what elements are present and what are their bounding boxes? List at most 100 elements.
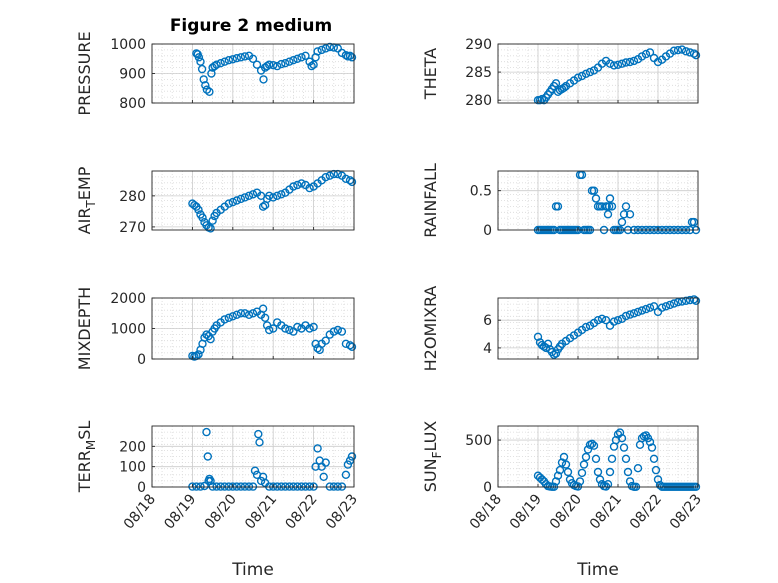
data-point: [321, 44, 330, 53]
data-point: [321, 336, 330, 345]
data-point: [258, 202, 268, 211]
data-point: [321, 172, 330, 182]
data-point: [577, 468, 587, 478]
data-point: [691, 51, 701, 60]
data-point: [311, 339, 320, 348]
data-series: [188, 304, 357, 361]
data-point: [553, 471, 563, 480]
data-point: [577, 71, 587, 81]
data-point: [689, 217, 699, 227]
data-point: [240, 52, 250, 61]
data-point: [593, 316, 603, 325]
data-point: [190, 200, 199, 210]
data-point: [621, 202, 631, 211]
data-point: [206, 335, 215, 344]
y-axis-label: MIXDEPTH: [75, 287, 94, 370]
data-point: [345, 51, 355, 60]
data-point: [343, 460, 353, 469]
y-tick-label: 285: [465, 65, 492, 81]
y-tick-label: 290: [465, 37, 492, 53]
data-point: [325, 42, 334, 52]
data-point: [617, 434, 627, 443]
y-tick-label: 1000: [110, 322, 146, 338]
data-point: [579, 460, 589, 469]
data-point: [557, 458, 567, 467]
grid: [151, 425, 355, 488]
data-point: [625, 57, 635, 67]
data-point: [333, 44, 342, 53]
data-point: [333, 325, 342, 335]
data-point: [258, 304, 268, 313]
x-axis-label: Time: [231, 560, 274, 580]
y-axis-label: H2OMIXRA: [421, 286, 440, 372]
y-tick-label: 4: [483, 341, 492, 357]
data-point: [255, 438, 264, 447]
data-point: [273, 191, 282, 201]
data-point: [254, 429, 263, 439]
data-point: [619, 210, 629, 219]
figure-title: Figure 2 medium: [170, 16, 332, 36]
data-point: [309, 322, 318, 332]
data-point: [256, 476, 266, 486]
data-point: [269, 193, 278, 202]
subplot-air-temp: 270 280 AIRTEMP: [75, 166, 357, 236]
data-point: [273, 61, 282, 71]
data-point: [305, 183, 314, 193]
y-tick-label: 280: [465, 93, 492, 109]
data-point: [293, 322, 302, 332]
y-tick-label: 280: [119, 189, 146, 205]
data-point: [277, 190, 286, 199]
data-point: [563, 467, 573, 477]
data-point: [649, 454, 659, 463]
data-point: [625, 210, 635, 219]
y-axis-label: RAINFALL: [421, 163, 440, 238]
data-point: [269, 60, 278, 70]
data-point: [289, 56, 298, 65]
data-point: [581, 69, 591, 79]
data-point: [259, 75, 268, 84]
data-point: [559, 83, 569, 93]
data-point: [601, 482, 611, 491]
data-point: [281, 324, 290, 333]
data-series: [533, 295, 701, 359]
data-point: [605, 194, 615, 203]
data-point: [232, 54, 242, 63]
y-tick-label: 0: [137, 352, 146, 368]
data-point: [319, 472, 328, 481]
data-point: [641, 304, 651, 314]
data-point: [297, 53, 306, 62]
data-point: [689, 49, 699, 58]
data-point: [289, 182, 298, 191]
data-point: [573, 73, 583, 82]
data-point: [248, 190, 258, 199]
data-point: [581, 452, 591, 462]
data-point: [313, 444, 322, 453]
data-point: [197, 64, 207, 74]
data-point: [613, 60, 623, 70]
data-point: [240, 309, 250, 318]
data-point: [194, 205, 203, 215]
data-point: [301, 51, 310, 60]
data-point: [621, 454, 631, 463]
data-point: [637, 306, 647, 315]
data-point: [347, 342, 357, 351]
y-axis-label: PRESSURE: [75, 31, 94, 115]
data-point: [605, 467, 615, 477]
data-point: [589, 441, 599, 450]
data-point: [265, 325, 274, 335]
data-point: [196, 57, 205, 66]
data-point: [617, 59, 627, 68]
data-point: [617, 217, 627, 227]
data-point: [669, 46, 679, 55]
data-point: [607, 454, 617, 463]
data-point: [591, 454, 601, 463]
x-axis-label: Time: [576, 560, 619, 580]
data-point: [347, 452, 357, 461]
data-point: [595, 475, 605, 484]
y-tick-label: 200: [119, 439, 146, 455]
data-point: [609, 61, 619, 70]
data-point: [208, 216, 217, 225]
data-point: [581, 322, 591, 332]
y-tick-label: 0.5: [470, 184, 492, 200]
data-point: [277, 59, 286, 69]
